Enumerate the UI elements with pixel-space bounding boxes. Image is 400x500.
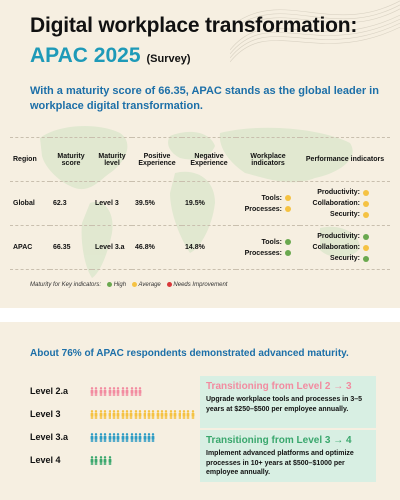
high-status-dot [363,255,369,262]
indicator-item: Collaboration: [313,242,369,253]
indicator-label: Processes: [244,205,282,213]
card-text: Implement advanced platforms and optimiz… [206,450,354,476]
indicator-label: Tools: [261,238,282,246]
indicator-label: Productivity: [317,189,360,196]
table-row: Global 62.3 Level 3 39.5% 19.5% Tools: Process… [10,181,390,226]
average-status-dot [363,244,369,251]
indicator-legend: Maturity for Key indicators: High Averag… [30,282,227,288]
cell-score: 62.3 [50,181,92,226]
cell-region: APAC [10,225,50,270]
maturity-level-row: Level 3.a26% [30,430,219,444]
cell-score: 66.35 [50,225,92,270]
transition-card-3-4: Transitioning from Level 3 → 4 Implement… [200,430,376,482]
cell-positive: 39.5% [132,181,182,226]
cell-workplace: Tools: Processes: [236,181,300,226]
cell-positive: 46.8% [132,225,182,270]
indicator-label: Collaboration: [312,200,360,207]
legend-high: High [105,282,126,288]
cell-negative: 14.8% [182,225,236,270]
level-label: Level 3 [30,409,61,419]
cell-level: Level 3.a [92,225,132,270]
indicator-item: Processes: [245,248,291,259]
legend-needs-improvement: Needs Improvement [165,282,227,288]
col-region: Region [10,137,50,182]
average-status-dot [363,200,369,207]
high-status-dot [363,233,369,240]
indicator-label: Security: [330,211,360,218]
indicator-item: Productivity: [317,187,369,198]
maturity-table: Region Maturity score Maturity level Pos… [10,137,390,270]
level-label: Level 2.a [30,386,69,396]
indicator-label: Collaboration: [312,244,360,251]
level-label: Level 4 [30,455,61,465]
maturity-title: About 76% of APAC respondents demonstrat… [30,348,349,359]
decorative-waves [230,0,400,63]
indicator-item: Security: [330,253,369,264]
cell-performance: Productivity: Collaboration: Security: [300,225,390,270]
cell-workplace: Tools: Processes: [236,225,300,270]
header-section: Digital workplace transformation: APAC 2… [0,0,400,308]
average-status-dot [363,189,369,196]
people-pictograph [90,455,195,465]
card-heading: Transitioning from Level 3 → 4 [206,435,352,446]
col-workplace: Workplace indicators [236,137,300,182]
indicator-item: Processes: [245,204,291,215]
indicator-label: Security: [330,255,360,262]
high-status-dot [285,250,291,256]
people-pictograph [90,432,195,442]
col-negative: Negative Experience [182,137,236,182]
average-status-dot [285,195,291,201]
maturity-level-row: Level 341% [30,407,219,421]
average-dot [132,282,138,287]
card-heading: Transitioning from Level 2 → 3 [206,381,352,392]
table-row: APAC 66.35 Level 3.a 46.8% 14.8% Tools: Proces… [10,225,390,270]
indicator-item: Productivity: [317,231,369,242]
transition-card-2-3: Transitioning from Level 2 → 3 Upgrade w… [200,376,376,428]
people-pictograph [90,386,195,396]
cell-negative: 19.5% [182,181,236,226]
page-subtitle: APAC 2025 (Survey) [30,44,191,68]
indicator-item: Tools: [262,193,291,204]
indicator-item: Security: [330,209,369,220]
lead-text: With a maturity score of 66.35, APAC sta… [30,85,379,112]
legend-lead: Maturity for Key indicators: [30,282,102,289]
level-label: Level 3.a [30,432,69,442]
table-header-row: Region Maturity score Maturity level Pos… [10,137,390,182]
indicator-item: Collaboration: [313,198,369,209]
high-dot [107,282,113,287]
high-status-dot [285,239,291,245]
cell-level: Level 3 [92,181,132,226]
maturity-level-row: Level 2.a21% [30,384,219,398]
indicator-item: Tools: [262,237,291,248]
needs-improvement-dot [166,282,172,287]
card-text: Upgrade workplace tools and processes in… [206,396,362,413]
maturity-level-row: Level 48% [30,453,214,467]
col-score: Maturity score [50,137,92,182]
cell-performance: Productivity: Collaboration: Security: [300,181,390,226]
maturity-section: About 76% of APAC respondents demonstrat… [0,322,400,500]
legend-average: Average [130,282,161,288]
cell-region: Global [10,181,50,226]
people-pictograph [90,409,195,419]
indicator-label: Tools: [261,194,282,202]
region-year: APAC 2025 [30,44,141,67]
col-positive: Positive Experience [132,137,182,182]
page-title: Digital workplace transformation: [30,14,358,37]
col-performance: Performance indicators [300,137,390,182]
average-status-dot [363,211,369,218]
survey-tag: (Survey) [146,53,191,65]
indicator-label: Processes: [244,249,282,257]
indicator-label: Productivity: [317,233,360,240]
average-status-dot [285,206,291,212]
col-level: Maturity level [92,137,132,182]
